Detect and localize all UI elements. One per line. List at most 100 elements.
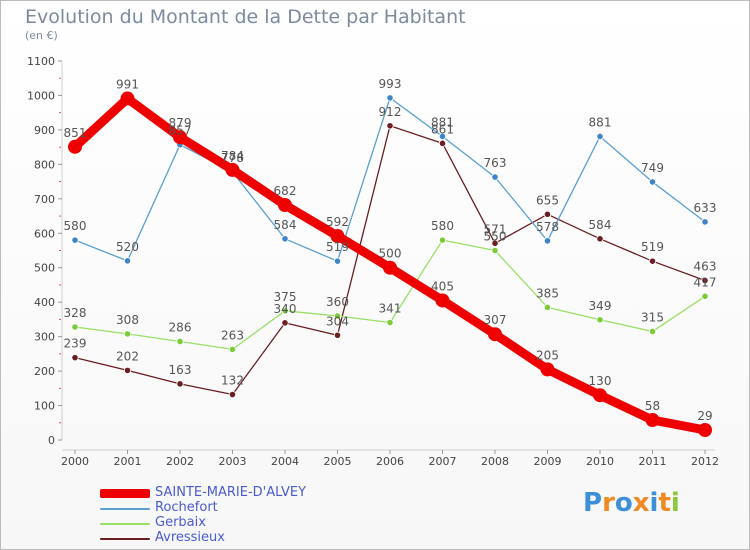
- data-label-main: 682: [274, 184, 297, 198]
- y-tick-label: 400: [34, 296, 55, 309]
- data-label-gerbaix: 341: [379, 302, 402, 316]
- data-label-avressieux: 519: [641, 240, 664, 254]
- point-rochefort: [701, 218, 709, 226]
- point-rochefort: [71, 236, 79, 244]
- point-rochefort: [648, 178, 657, 186]
- point-gerbaix: [71, 323, 79, 331]
- data-label-main: 879: [169, 116, 192, 130]
- x-tick-label: 2003: [219, 455, 247, 468]
- y-tick-label: 900: [34, 124, 55, 137]
- data-label-gerbaix: 308: [116, 313, 139, 327]
- data-label-avressieux: 163: [169, 363, 192, 377]
- point-rochefort: [123, 257, 132, 265]
- point-avressieux: [543, 210, 552, 218]
- chart-axes: 0 100 200 300 400 500 600 700 800 900 1000 1100 2000…: [27, 55, 719, 468]
- data-label-main: 991: [116, 78, 139, 92]
- legend-label-main: SAINTE-MARIE-D'ALVEY: [155, 485, 307, 500]
- logo-letter: o: [614, 488, 633, 518]
- point-gerbaix: [281, 307, 289, 315]
- chart-series: [68, 91, 712, 438]
- x-tick-label: 2002: [166, 455, 194, 468]
- legend-swatch-avressieux: [100, 538, 150, 540]
- data-label-gerbaix: 375: [274, 290, 297, 304]
- x-tick-label: 2006: [376, 455, 404, 468]
- data-label-gerbaix: 349: [589, 299, 612, 313]
- data-label-main: 29: [697, 409, 712, 423]
- proxiti-logo: Proxiti: [583, 488, 680, 518]
- x-tick-label: 2010: [586, 455, 614, 468]
- data-label-rochefort: 857: [169, 124, 192, 138]
- data-label-gerbaix: 417: [694, 275, 717, 289]
- data-label-avressieux: 340: [274, 302, 297, 316]
- data-label-avressieux: 239: [64, 337, 87, 351]
- point-rochefort: [281, 235, 289, 243]
- data-label-main: 405: [431, 279, 454, 293]
- point-avressieux: [596, 235, 604, 243]
- point-avressieux: [176, 380, 184, 388]
- data-label-gerbaix: 580: [431, 219, 454, 233]
- data-label-gerbaix: 550: [484, 230, 507, 244]
- data-label-rochefort: 763: [484, 156, 507, 170]
- x-tick-label: 2011: [639, 455, 667, 468]
- data-label-main: 130: [589, 374, 612, 388]
- data-label-gerbaix: 286: [169, 320, 192, 334]
- point-main: [68, 139, 82, 154]
- x-tick-label: 2012: [691, 455, 719, 468]
- point-gerbaix: [543, 303, 552, 311]
- point-main: [540, 362, 555, 377]
- data-label-avressieux: 132: [221, 374, 244, 388]
- point-main: [278, 198, 292, 213]
- point-gerbaix: [333, 312, 342, 320]
- x-tick-label: 2004: [271, 455, 299, 468]
- data-label-gerbaix: 328: [64, 306, 87, 320]
- x-tick-label: 2007: [429, 455, 457, 468]
- point-gerbaix: [176, 337, 184, 346]
- point-gerbaix: [648, 327, 657, 336]
- y-tick-label: 200: [34, 365, 55, 378]
- chart-unit: (en €): [25, 29, 58, 42]
- data-label-avressieux: 463: [694, 259, 717, 273]
- point-gerbaix: [228, 345, 237, 353]
- point-rochefort: [333, 257, 342, 265]
- legend-swatch-rochefort: [100, 508, 150, 510]
- point-avressieux: [701, 276, 709, 285]
- point-main: [383, 260, 397, 275]
- data-label-avressieux: 571: [484, 222, 507, 236]
- y-tick-label: 600: [34, 227, 55, 240]
- logo-letter: i: [670, 488, 680, 518]
- point-rochefort: [386, 94, 394, 102]
- logo-letter: t: [658, 488, 671, 518]
- data-label-gerbaix: 315: [641, 310, 664, 324]
- y-tick-label: 300: [34, 331, 55, 344]
- point-gerbaix: [123, 330, 132, 338]
- data-label-rochefort: 778: [221, 151, 244, 165]
- y-tick-label: 1100: [27, 55, 55, 68]
- data-label-rochefort: 519: [326, 240, 349, 254]
- point-avressieux: [281, 319, 289, 327]
- y-tick-label: 800: [34, 158, 55, 171]
- point-rochefort: [491, 173, 499, 181]
- data-label-main: 307: [484, 313, 507, 327]
- point-avressieux: [386, 122, 394, 130]
- point-main: [488, 327, 502, 342]
- logo-letter: r: [602, 488, 615, 518]
- point-gerbaix: [491, 246, 499, 255]
- legend-swatch-main: [100, 489, 150, 498]
- point-avressieux: [491, 239, 499, 247]
- data-label-main: 500: [379, 247, 402, 261]
- data-label-avressieux: 655: [536, 193, 559, 207]
- legend-item-main: SAINTE-MARIE-D'ALVEY: [100, 485, 360, 501]
- legend-item-avressieux: Avressieux: [100, 530, 360, 546]
- data-label-rochefort: 580: [64, 219, 87, 233]
- data-label-rochefort: 749: [641, 161, 664, 175]
- legend-swatch-gerbaix: [100, 523, 150, 525]
- x-tick-label: 2008: [481, 455, 509, 468]
- point-main: [593, 388, 607, 403]
- point-gerbaix: [701, 292, 709, 300]
- x-tick-label: 2009: [534, 455, 562, 468]
- data-label-gerbaix: 360: [326, 295, 349, 309]
- data-label-avressieux: 912: [379, 105, 402, 119]
- point-main: [698, 423, 712, 438]
- point-gerbaix: [438, 236, 447, 244]
